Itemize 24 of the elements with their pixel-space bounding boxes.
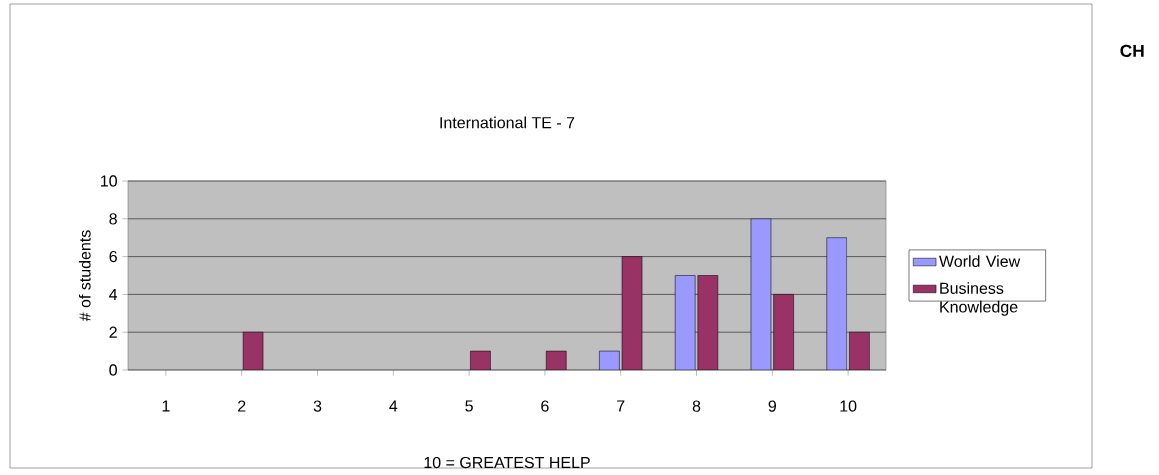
x-tick-label: 5: [465, 400, 473, 412]
y-axis-title: # of students: [78, 230, 91, 322]
y-tick-label: 8: [109, 213, 117, 225]
x-tick-label: 10: [840, 400, 857, 412]
y-tick-label: 4: [109, 288, 118, 300]
x-axis-title: 10 = GREATEST HELP: [424, 456, 590, 469]
bar: [545, 350, 567, 370]
y-tick-label: 6: [109, 250, 117, 263]
x-tick-label: 4: [389, 400, 398, 412]
legend-label: World View: [939, 255, 1021, 267]
x-tick-label: 7: [617, 400, 625, 412]
y-tick-label: 10: [101, 175, 117, 187]
y-tick-label: 0: [109, 364, 117, 376]
x-tick-label: 3: [313, 400, 322, 412]
bar: [470, 350, 491, 370]
x-tick-label: 6: [541, 400, 549, 412]
x-tick-label: 2: [238, 400, 246, 412]
text: CH: [1120, 44, 1144, 57]
chart-title: International TE - 7: [440, 116, 575, 129]
legend-label: Business Knowledge: [940, 282, 1018, 316]
x-tick-label: 9: [768, 400, 776, 412]
x-tick-label: 1: [162, 400, 170, 412]
y-tick-label: 2: [109, 326, 117, 338]
x-tick-label: 8: [692, 400, 701, 412]
